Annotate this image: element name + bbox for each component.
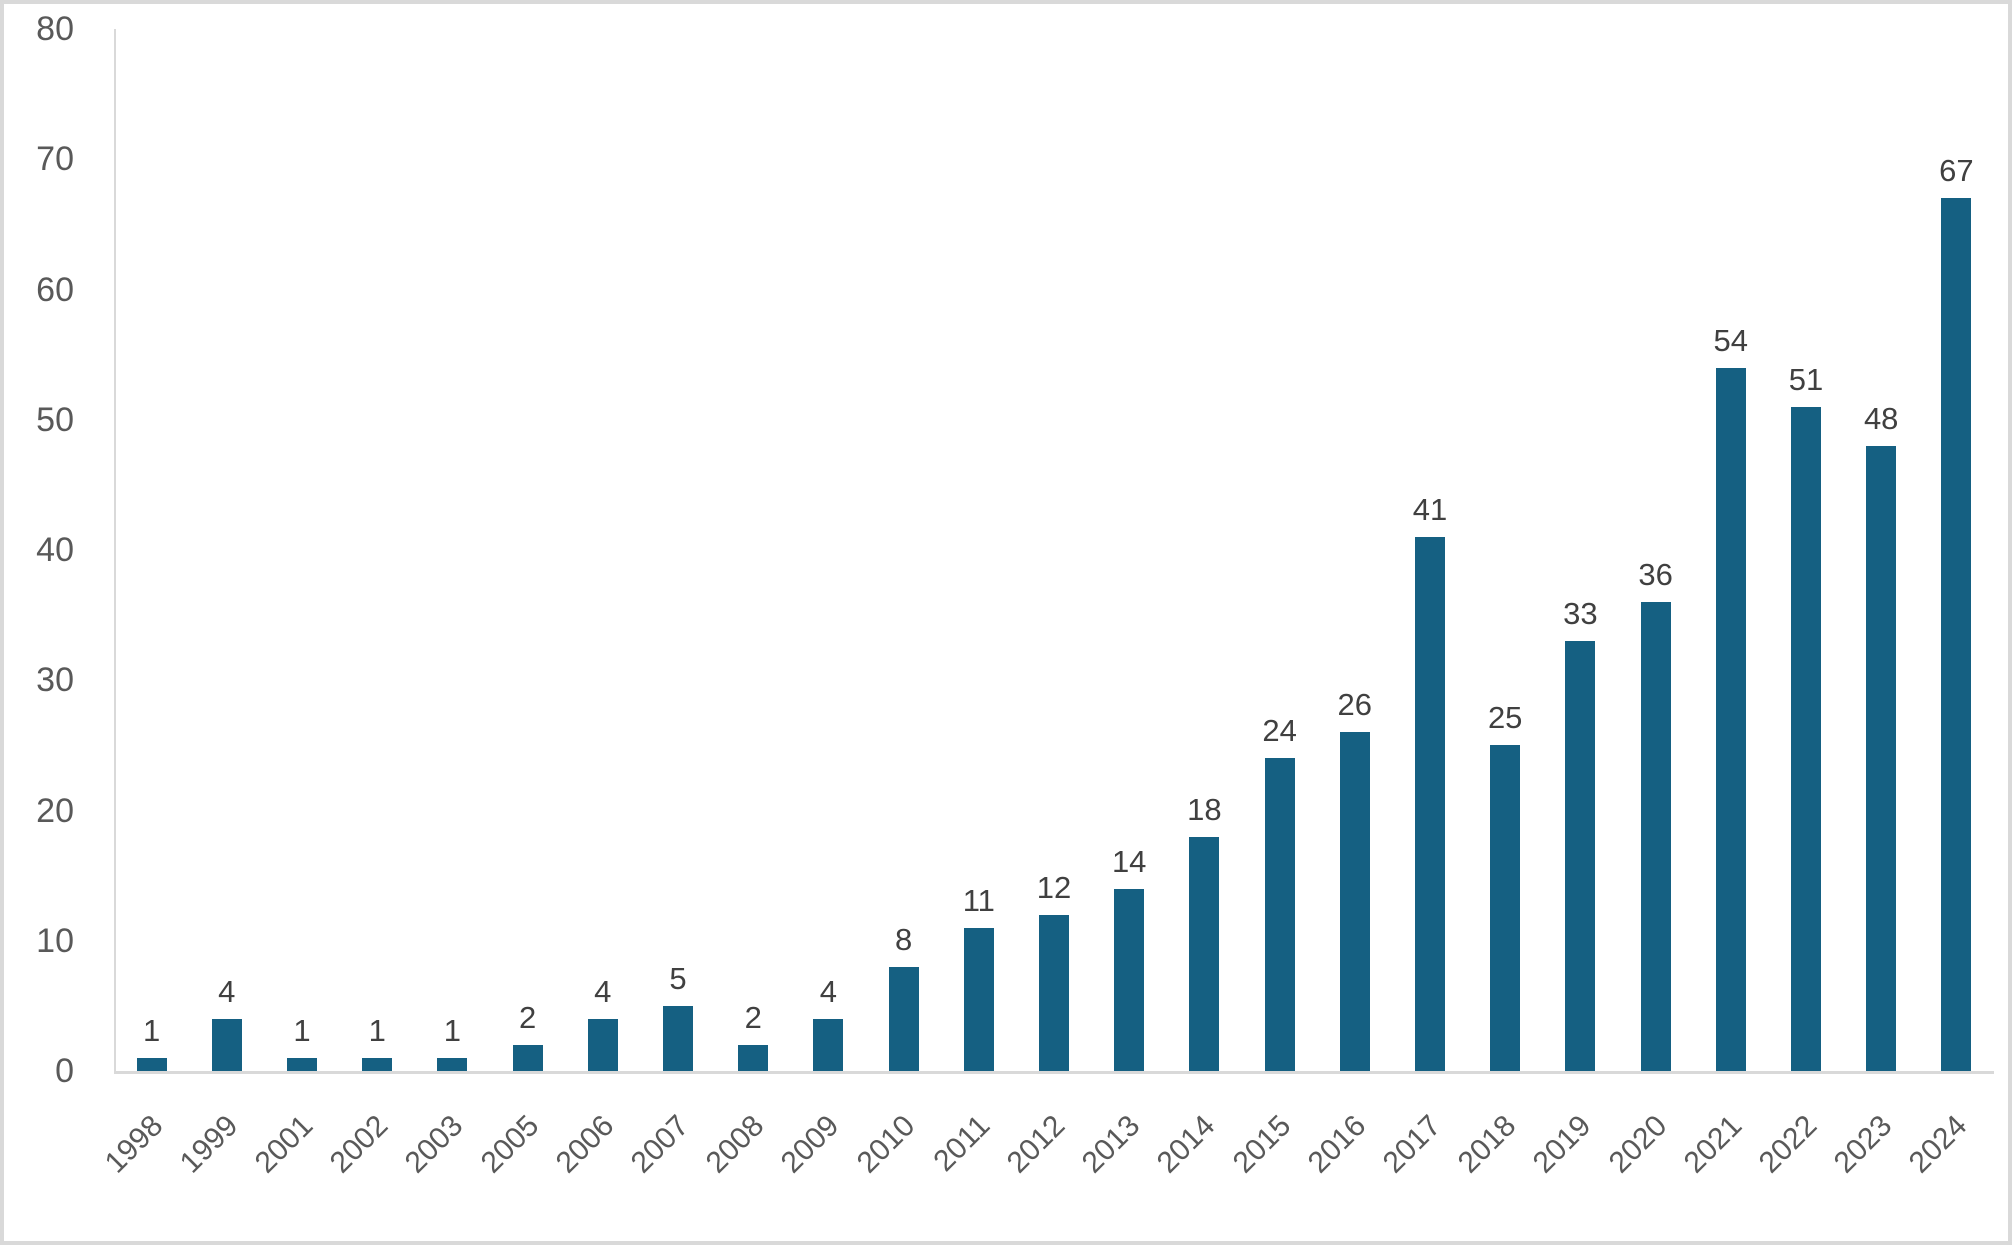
bar-value-label: 33	[1563, 596, 1598, 631]
bar-value-label: 1	[293, 1013, 311, 1048]
bar-value-label: 2	[518, 1000, 537, 1035]
bar-value-label: 1	[443, 1013, 462, 1048]
bar	[362, 1058, 392, 1071]
bar-value-label: 67	[1939, 153, 1974, 188]
x-tick-label: 2011	[927, 1109, 997, 1178]
y-tick-label: 50	[36, 400, 74, 439]
bar	[588, 1019, 618, 1071]
bar	[1189, 837, 1219, 1071]
bar-value-label: 51	[1788, 362, 1824, 397]
bar	[1565, 641, 1595, 1071]
bar-value-label: 4	[594, 974, 612, 1009]
y-tick-label: 20	[36, 791, 74, 830]
bar-value-label: 11	[962, 883, 995, 918]
bar	[738, 1045, 768, 1071]
x-tick-label: 1998	[98, 1109, 169, 1180]
y-tick-label: 30	[36, 661, 74, 700]
x-tick-label: 2007	[624, 1109, 696, 1180]
y-tick-label: 60	[36, 270, 74, 309]
y-axis-line	[114, 29, 116, 1071]
x-tick-label: 2019	[1527, 1109, 1598, 1180]
bar-value-label: 36	[1638, 557, 1673, 592]
bar	[663, 1006, 693, 1071]
y-tick-label: 80	[36, 10, 74, 48]
y-tick-label: 0	[55, 1052, 74, 1090]
bar	[1039, 915, 1069, 1071]
bar	[437, 1058, 467, 1071]
bar	[1490, 745, 1520, 1071]
x-tick-label: 2009	[775, 1109, 846, 1180]
bar	[1265, 758, 1295, 1071]
x-tick-label: 2002	[323, 1109, 395, 1180]
bar	[1114, 889, 1144, 1071]
x-tick-label: 2005	[474, 1109, 545, 1180]
bar-value-label: 8	[894, 922, 913, 957]
bar	[513, 1045, 543, 1071]
x-tick-label: 2003	[399, 1109, 470, 1180]
x-tick-label: 2010	[850, 1109, 921, 1180]
x-tick-label: 2017	[1376, 1109, 1448, 1180]
y-tick-label: 10	[36, 921, 74, 960]
x-tick-label: 2021	[1677, 1109, 1749, 1180]
bar-value-label: 1	[368, 1013, 386, 1048]
y-tick-label: 70	[36, 140, 74, 179]
x-tick-label: 2013	[1075, 1109, 1147, 1180]
bar-value-label: 54	[1713, 323, 1749, 358]
bar	[813, 1019, 843, 1071]
bar	[1641, 602, 1671, 1071]
bar	[1941, 198, 1971, 1071]
x-tick-label: 2008	[699, 1109, 771, 1180]
x-tick-label: 2001	[248, 1109, 320, 1180]
bar	[1866, 446, 1896, 1071]
bar-value-label: 1	[142, 1013, 161, 1048]
x-tick-label: 2012	[1000, 1109, 1072, 1180]
bar-value-label: 48	[1863, 401, 1899, 436]
y-tick-label: 40	[36, 531, 74, 569]
bar	[964, 928, 994, 1071]
bar-value-label: 4	[819, 974, 838, 1009]
bar-value-label: 41	[1412, 492, 1448, 527]
x-axis-line	[114, 1071, 1994, 1074]
x-tick-label: 2018	[1451, 1109, 1523, 1180]
x-tick-label: 2022	[1752, 1109, 1824, 1180]
bar	[212, 1019, 242, 1071]
bar	[1791, 407, 1821, 1071]
x-tick-label: 2020	[1602, 1109, 1673, 1180]
bar-value-label: 24	[1262, 713, 1297, 748]
bar	[1415, 537, 1445, 1071]
bar-value-label: 12	[1036, 870, 1072, 905]
bar-value-label: 2	[744, 1000, 762, 1035]
x-tick-label: 2015	[1226, 1109, 1297, 1180]
bar-value-label: 25	[1487, 700, 1523, 735]
bar	[287, 1058, 317, 1071]
bar-value-label: 18	[1187, 792, 1222, 827]
bar	[137, 1058, 167, 1071]
bar-value-label: 4	[218, 974, 236, 1009]
x-tick-label: 2024	[1903, 1109, 1974, 1180]
x-tick-label: 2016	[1301, 1109, 1373, 1180]
bar-value-label: 26	[1337, 687, 1373, 722]
x-tick-label: 2006	[549, 1109, 621, 1180]
bar-value-label: 14	[1111, 844, 1147, 879]
x-tick-label: 1999	[173, 1109, 245, 1180]
bar-value-label: 5	[669, 961, 687, 996]
bar	[1716, 368, 1746, 1071]
bar	[1340, 732, 1370, 1071]
bar	[889, 967, 919, 1071]
x-tick-label: 2014	[1151, 1109, 1222, 1180]
x-tick-label: 2023	[1827, 1109, 1899, 1180]
